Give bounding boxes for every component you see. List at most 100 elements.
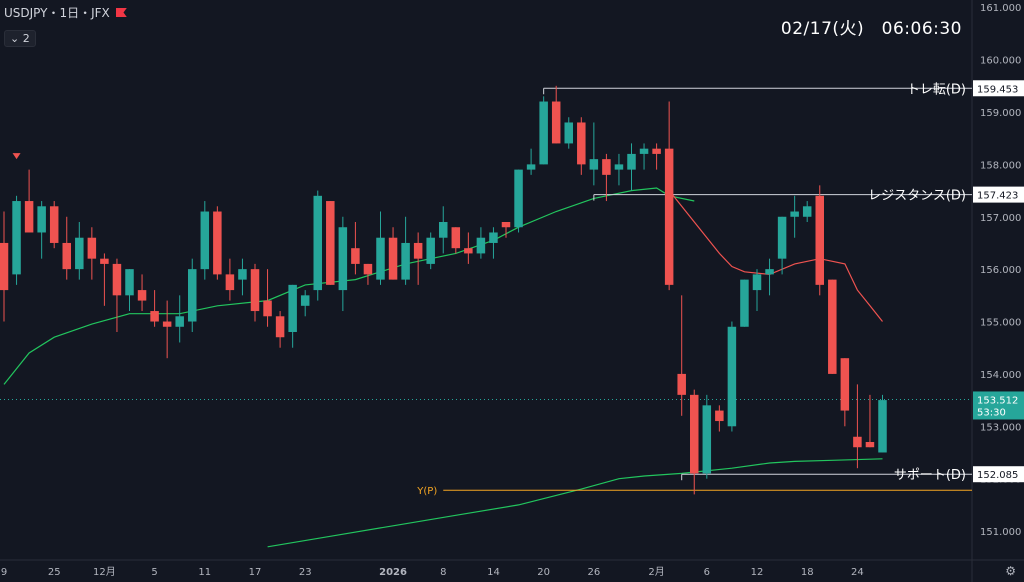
gear-icon[interactable]: ⚙ xyxy=(1005,564,1016,578)
candle-body xyxy=(451,227,461,249)
candle-body xyxy=(162,321,172,327)
level-price-tag xyxy=(973,466,1024,483)
candle-body xyxy=(853,436,862,448)
candle-body xyxy=(464,248,473,254)
x-tick-label: 5 xyxy=(151,567,157,578)
candle-body xyxy=(363,263,373,275)
level-price-text: 159.453 xyxy=(977,84,1018,95)
candle-body xyxy=(213,211,222,275)
x-tick-label: 11 xyxy=(198,567,211,578)
candle-body xyxy=(238,269,247,280)
ma-long-line xyxy=(267,458,883,548)
candle-body xyxy=(137,290,147,301)
candle-body xyxy=(150,311,159,322)
symbol-header[interactable]: USDJPY・1日・JFX xyxy=(4,4,127,21)
level-price-text: 157.423 xyxy=(977,191,1018,202)
candle-body xyxy=(715,410,724,422)
candle-body xyxy=(426,237,435,264)
candle-body xyxy=(439,222,448,238)
x-tick-label: 23 xyxy=(299,567,312,578)
candle-body xyxy=(338,227,348,291)
candle-body xyxy=(489,232,498,243)
y-tick-label: 156.000 xyxy=(980,265,1021,276)
candle-body xyxy=(828,279,837,374)
y-tick-label: 158.000 xyxy=(980,160,1021,171)
x-tick-label: 14 xyxy=(487,567,500,578)
candle-body xyxy=(413,242,423,259)
candle-body xyxy=(49,206,59,243)
x-tick-label: 8 xyxy=(440,567,446,578)
level-label: レジスタンス(D) xyxy=(868,189,966,204)
candle-body xyxy=(752,274,762,291)
candle-body xyxy=(865,442,875,448)
candle-body xyxy=(589,159,599,170)
x-tick-label: 2月 xyxy=(648,566,664,578)
candle-body xyxy=(175,316,184,327)
candle-body xyxy=(690,394,699,474)
candle-body xyxy=(100,258,109,264)
candle-body xyxy=(551,101,561,144)
candle-body xyxy=(0,242,9,291)
level-price-tag xyxy=(973,80,1024,97)
candle-body xyxy=(313,195,322,291)
level-price-text: 152.085 xyxy=(977,470,1018,481)
y-tick-label: 161.000 xyxy=(980,3,1021,14)
candle-body xyxy=(614,164,624,170)
candle-body xyxy=(75,237,84,270)
y-tick-label: 154.000 xyxy=(980,370,1021,381)
candle-body xyxy=(401,242,410,280)
pivot-label: Y(P) xyxy=(416,486,437,497)
level-label: サポート(D) xyxy=(894,468,966,483)
candle-body xyxy=(12,201,21,275)
price-axis xyxy=(972,0,1024,582)
candle-body xyxy=(727,326,737,427)
candle-body xyxy=(351,248,360,264)
candle-body xyxy=(639,148,649,154)
candle-body xyxy=(765,269,774,275)
level-label: トレ転(D) xyxy=(907,82,966,97)
candle-body xyxy=(802,206,812,217)
symbol-label: USDJPY・1日・JFX xyxy=(4,6,110,20)
candle-body xyxy=(288,284,297,332)
candle-body xyxy=(125,269,134,296)
x-tick-label: 26 xyxy=(587,567,600,578)
candle-body xyxy=(514,169,523,228)
y-tick-label: 160.000 xyxy=(980,56,1021,67)
last-price-text: 153.512 xyxy=(977,395,1018,406)
flag-icon[interactable] xyxy=(115,8,127,17)
y-tick-label: 151.000 xyxy=(980,527,1021,538)
candle-body xyxy=(526,164,536,170)
candle-body xyxy=(878,400,887,453)
x-tick-label: 20 xyxy=(537,567,550,578)
countdown-text: 53:30 xyxy=(977,407,1006,418)
x-tick-label: 6 xyxy=(704,567,710,578)
candle-body xyxy=(740,279,749,327)
candle-body xyxy=(501,222,511,228)
candle-body xyxy=(388,237,398,280)
candle-body xyxy=(840,358,850,411)
y-tick-label: 153.000 xyxy=(980,422,1021,433)
layers-toggle-button[interactable]: ⌄ 2 xyxy=(4,30,36,47)
x-tick-label: 18 xyxy=(801,567,814,578)
candle-body xyxy=(677,373,686,395)
candle-body xyxy=(62,242,71,270)
candle-body xyxy=(539,101,548,165)
candle-body xyxy=(702,405,712,474)
candle-body xyxy=(777,216,787,259)
candle-body xyxy=(200,211,210,270)
candle-body xyxy=(24,201,34,233)
candle-body xyxy=(87,237,97,259)
candle-body xyxy=(627,153,636,170)
candle-body xyxy=(37,206,46,233)
candle-body xyxy=(275,316,285,338)
candle-body xyxy=(790,211,799,217)
candle-body xyxy=(188,269,197,322)
y-tick-label: 157.000 xyxy=(980,213,1021,224)
candle-body xyxy=(326,201,335,285)
candle-body xyxy=(652,148,661,154)
candle-body xyxy=(815,195,824,285)
plot-area xyxy=(0,0,972,560)
y-tick-label: 159.000 xyxy=(980,108,1021,119)
x-tick-label: 9 xyxy=(1,567,7,578)
